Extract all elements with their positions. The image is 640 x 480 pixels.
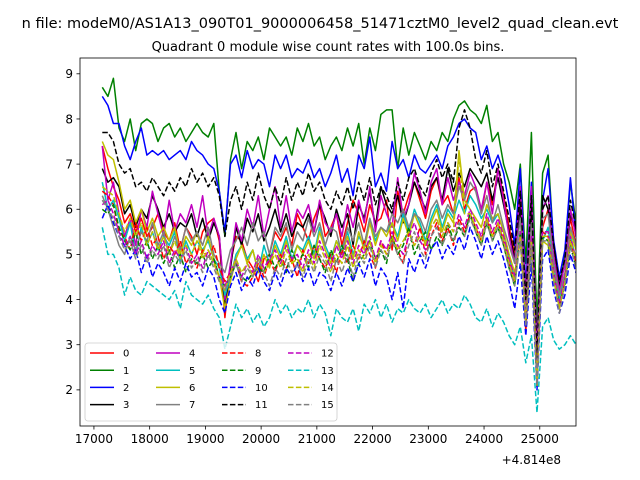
legend-label-14: 14 bbox=[321, 383, 334, 394]
legend-label-3: 3 bbox=[123, 400, 129, 411]
y-tick-label: 3 bbox=[65, 338, 73, 352]
legend-label-4: 4 bbox=[189, 349, 195, 360]
legend-label-6: 6 bbox=[189, 383, 195, 394]
series-line-1 bbox=[101, 77, 576, 328]
series-line-12 bbox=[101, 199, 576, 382]
x-tick-label: 17000 bbox=[75, 432, 113, 446]
legend-label-15: 15 bbox=[321, 400, 334, 411]
legend-label-13: 13 bbox=[321, 366, 334, 377]
x-tick-label: 23000 bbox=[409, 432, 447, 446]
y-tick-label: 8 bbox=[65, 112, 73, 126]
x-tick-label: 22000 bbox=[353, 432, 391, 446]
figure-suptitle: n file: modeM0/AS1A13_090T01_9000006458_… bbox=[22, 16, 619, 32]
x-axis: 17000 18000 19000 20000 21000 22000 23000 24000… bbox=[75, 426, 559, 446]
x-tick-label: 21000 bbox=[298, 432, 336, 446]
x-tick-label: 20000 bbox=[242, 432, 280, 446]
legend-label-12: 12 bbox=[321, 349, 334, 360]
legend-label-1: 1 bbox=[123, 366, 129, 377]
series-line-11 bbox=[102, 109, 576, 360]
x-tick-label: 25000 bbox=[521, 432, 559, 446]
y-axis: 2 3 4 5 6 7 8 9 bbox=[65, 67, 80, 397]
x-offset-label: +4.814e8 bbox=[502, 453, 561, 467]
y-tick-label: 2 bbox=[65, 383, 73, 397]
series-line-2 bbox=[101, 96, 576, 355]
y-tick-label: 9 bbox=[65, 67, 73, 81]
x-tick-label: 24000 bbox=[465, 432, 503, 446]
legend-label-0: 0 bbox=[123, 349, 129, 360]
plot-area bbox=[79, 57, 577, 427]
legend-label-2: 2 bbox=[123, 383, 129, 394]
legend-label-9: 9 bbox=[255, 366, 261, 377]
series-line-15 bbox=[101, 199, 576, 387]
x-tick-label: 19000 bbox=[186, 432, 224, 446]
y-tick-label: 6 bbox=[65, 203, 73, 217]
y-tick-label: 5 bbox=[65, 248, 73, 262]
y-tick-label: 4 bbox=[65, 293, 73, 307]
legend-label-10: 10 bbox=[255, 383, 268, 394]
legend-label-11: 11 bbox=[255, 400, 268, 411]
x-tick-label: 18000 bbox=[131, 432, 169, 446]
legend-label-5: 5 bbox=[189, 366, 195, 377]
legend-box bbox=[84, 342, 338, 422]
chart-title: Quadrant 0 module wise count rates with … bbox=[152, 40, 505, 55]
legend-label-8: 8 bbox=[255, 349, 261, 360]
series-line-10 bbox=[101, 203, 576, 391]
series-line-14 bbox=[101, 154, 576, 387]
series-line-13 bbox=[101, 227, 576, 414]
plot-frame bbox=[79, 57, 577, 427]
series-line-4 bbox=[101, 145, 576, 350]
legend-label-7: 7 bbox=[189, 400, 195, 411]
series-line-7 bbox=[101, 181, 576, 373]
y-tick-label: 7 bbox=[65, 157, 73, 171]
